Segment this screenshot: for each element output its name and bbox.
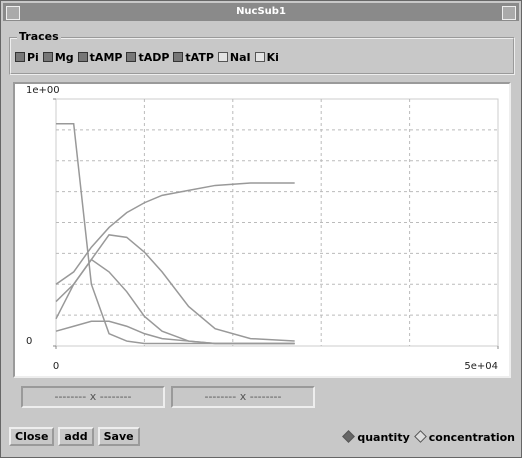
traces-label: Traces xyxy=(17,30,61,43)
mode: quantity concentration xyxy=(342,430,515,444)
series-line xyxy=(56,122,295,345)
trace-row: Pi Mg tAMP tADP tATP NaI Ki xyxy=(15,51,279,64)
trace-label: tADP xyxy=(138,51,170,64)
checkbox[interactable] xyxy=(42,52,53,62)
checkbox[interactable] xyxy=(15,52,25,62)
x-tick-label: 5e+04 xyxy=(464,361,498,372)
series-line xyxy=(55,320,295,345)
trace-toggle[interactable]: NaI xyxy=(217,51,251,64)
trace-toggle[interactable]: Pi xyxy=(15,51,39,64)
trace-label: Ki xyxy=(266,51,279,64)
buttons: Close add Save xyxy=(9,427,140,446)
checkbox[interactable] xyxy=(126,52,137,62)
series-line xyxy=(55,234,295,342)
plot: 0 1e+00 0 5e+04 xyxy=(26,85,499,372)
coord-field: -------- x -------- xyxy=(21,386,165,408)
radio[interactable] xyxy=(342,430,356,443)
plot-frame: 0 1e+00 0 5e+04 xyxy=(13,82,511,378)
checkbox[interactable] xyxy=(217,52,228,62)
radio-label: concentration xyxy=(428,431,515,444)
checkbox[interactable] xyxy=(254,52,265,62)
trace-toggle[interactable]: tADP xyxy=(126,51,169,64)
series-line xyxy=(55,258,295,345)
trace-label: tATP xyxy=(185,51,214,64)
radio-option[interactable]: concentration xyxy=(413,430,515,444)
menu-button[interactable] xyxy=(6,6,20,20)
radio[interactable] xyxy=(413,430,427,443)
checkbox[interactable] xyxy=(77,52,88,62)
coords: -------- x -------- -------- x -------- xyxy=(21,386,315,408)
button[interactable]: Save xyxy=(97,427,140,446)
trace-toggle[interactable]: Ki xyxy=(254,51,279,64)
button[interactable]: add xyxy=(58,427,94,446)
traces-frame: Pi Mg tAMP tADP tATP NaI Ki xyxy=(9,37,515,75)
title-bar: NucSub1 xyxy=(3,3,519,21)
close-button[interactable] xyxy=(502,6,516,20)
x-tick-label: 0 xyxy=(53,361,59,372)
trace-label: NaI xyxy=(229,51,251,64)
window-title: NucSub1 xyxy=(236,6,286,17)
radio-label: quantity xyxy=(357,431,410,444)
series-line xyxy=(55,182,295,285)
radio-option[interactable]: quantity xyxy=(342,430,410,444)
trace-toggle[interactable]: tAMP xyxy=(77,51,123,64)
trace-toggle[interactable]: Mg xyxy=(42,51,74,64)
y-tick-label: 0 xyxy=(26,336,32,347)
button[interactable]: Close xyxy=(9,427,55,446)
trace-toggle[interactable]: tATP xyxy=(173,51,214,64)
checkbox[interactable] xyxy=(173,52,184,62)
y-tick-label: 1e+00 xyxy=(26,85,60,96)
trace-label: tAMP xyxy=(89,51,123,64)
trace-label: Pi xyxy=(27,51,39,64)
coord-field: -------- x -------- xyxy=(171,386,315,408)
trace-label: Mg xyxy=(54,51,74,64)
